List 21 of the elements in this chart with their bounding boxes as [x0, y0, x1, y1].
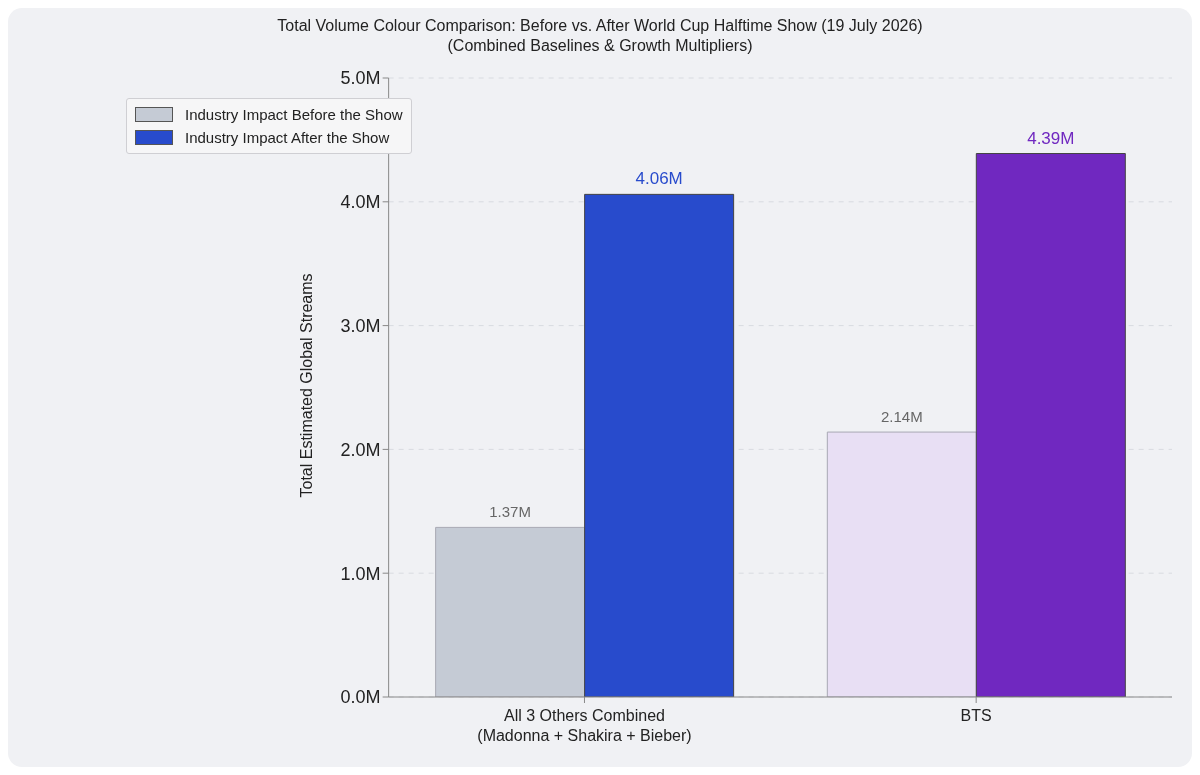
bar	[826, 431, 977, 697]
y-tick-label: 1.0M	[340, 563, 381, 584]
y-tick-label: 4.0M	[340, 192, 381, 213]
chart-title: Total Volume Colour Comparison: Before vs. After World Cup Halftime Show (19 July 2026)	[276, 16, 924, 36]
legend-label: Industry Impact After the Show	[185, 129, 390, 146]
y-axis-title: Total Estimated Global Streams	[298, 273, 316, 498]
data-label: 1.37M	[489, 503, 531, 521]
bar	[975, 153, 1126, 697]
y-tick-label: 3.0M	[340, 315, 381, 336]
data-label: 4.06M	[635, 169, 683, 189]
y-tick-label: 2.0M	[340, 439, 381, 460]
bar	[435, 526, 586, 697]
data-label: 4.39M	[1027, 128, 1075, 148]
legend-label: Industry Impact Before the Show	[185, 106, 403, 123]
data-label: 2.14M	[880, 408, 923, 426]
x-tick-label: All 3 Others Combined (Madonna + Shakira + Bieber)	[477, 707, 692, 744]
bar	[584, 193, 735, 697]
x-tick-label: BTS	[960, 707, 992, 724]
chart-subtitle: (Combined Baselines & Growth Multipliers)	[446, 36, 754, 56]
y-tick-label: 0.0M	[340, 687, 381, 708]
y-tick-label: 5.0M	[340, 68, 381, 89]
